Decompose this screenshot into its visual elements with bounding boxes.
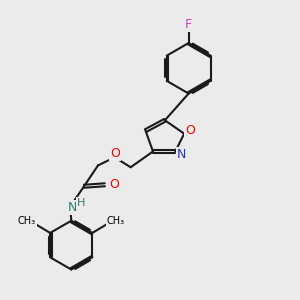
Text: CH₃: CH₃ xyxy=(106,216,124,226)
Text: CH₃: CH₃ xyxy=(18,216,36,226)
Text: O: O xyxy=(109,178,119,191)
Text: H: H xyxy=(76,198,85,208)
Text: O: O xyxy=(110,147,120,160)
Text: O: O xyxy=(185,124,195,137)
Text: N: N xyxy=(176,148,186,161)
Text: F: F xyxy=(185,18,192,31)
Text: N: N xyxy=(68,201,77,214)
